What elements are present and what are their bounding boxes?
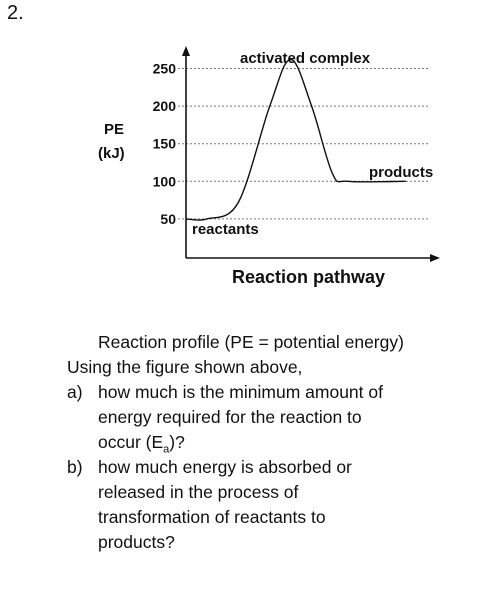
y-axis-arrow <box>182 46 190 56</box>
y-tick-label: 100 <box>153 173 177 189</box>
grid-lines <box>178 68 430 220</box>
question-b-line4: products? <box>98 532 175 552</box>
question-b-line3: transformation of reactants to <box>98 507 326 527</box>
activated-complex-label: activated complex <box>240 50 371 67</box>
question-a-line3: occur (Ea)? <box>98 432 185 456</box>
question-intro: Using the figure shown above, <box>67 357 303 377</box>
y-tick-labels: 50 100 150 200 250 <box>153 61 177 227</box>
y-tick-label: 250 <box>153 61 177 77</box>
x-axis-arrow <box>430 254 440 262</box>
question-b-line1: how much energy is absorbed or <box>98 457 352 477</box>
y-tick-label: 50 <box>160 211 176 227</box>
figure-caption: Reaction profile (PE = potential energy) <box>98 332 404 352</box>
question-number: 2. <box>7 2 24 24</box>
products-label: products <box>369 164 433 181</box>
series-line <box>185 58 406 221</box>
x-axis-label: Reaction pathway <box>232 267 385 287</box>
question-a-letter: a) <box>67 382 83 402</box>
question-a-line2: energy required for the reaction to <box>98 407 362 427</box>
question-b-line2: released in the process of <box>98 482 299 502</box>
y-tick-label: 200 <box>153 98 177 114</box>
y-axis-label-line2: (kJ) <box>98 145 125 162</box>
question-a-line1: how much is the minimum amount of <box>98 382 383 402</box>
reactants-label: reactants <box>192 221 259 238</box>
y-axis-label-line1: PE <box>104 121 124 138</box>
y-tick-label: 150 <box>153 136 177 152</box>
energy-profile-chart: 50 100 150 200 250 PE (kJ) activated complex… <box>98 46 440 287</box>
question-b-letter: b) <box>67 457 83 477</box>
